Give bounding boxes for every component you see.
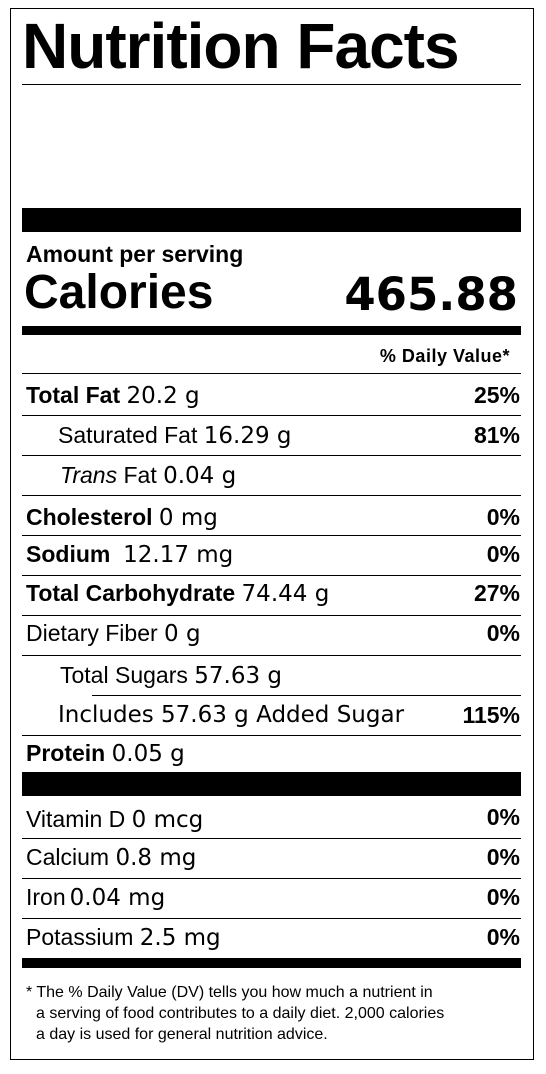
dietary-fiber-label: Dietary Fiber [26, 620, 158, 646]
total-fat-label: Total Fat [26, 382, 121, 408]
potassium-dv: 0% [486, 924, 520, 950]
row-divider [22, 615, 521, 616]
calcium-dv: 0% [486, 844, 520, 870]
footnote: * The % Daily Value (DV) tells you how m… [26, 982, 526, 1045]
added-sugar-amount: 57.63 g [161, 702, 249, 728]
cholesterol-amount: 0 mg [158, 505, 218, 531]
row-divider [22, 735, 521, 736]
row-divider [22, 455, 521, 456]
total-sugars-amount: 57.63 g [194, 663, 283, 689]
saturated-fat-row: Saturated Fat 16.29 g [58, 421, 292, 450]
saturated-fat-label: Saturated Fat [58, 422, 198, 448]
iron-label: Iron [26, 884, 66, 910]
row-divider [22, 535, 521, 536]
sodium-dv: 0% [486, 541, 520, 567]
row-divider [22, 495, 521, 496]
protein-amount: 0.05 g [111, 741, 185, 767]
calcium-amount: 0.8 mg [115, 845, 197, 871]
row-divider [22, 918, 521, 919]
total-fat-amount: 20.2 g [126, 383, 200, 409]
trans-fat-row: Trans Fat 0.04 g [60, 461, 236, 490]
protein-row: Protein 0.05 g [26, 739, 185, 768]
total-sugars-row: Total Sugars 57.63 g [60, 661, 282, 690]
footnote-line: a serving of food contributes to a daily… [36, 1005, 445, 1022]
potassium-amount: 2.5 mg [139, 925, 221, 951]
total-sugars-label: Total Sugars [60, 662, 188, 688]
calcium-row: Calcium 0.8 mg [26, 843, 196, 872]
footnote-line: * The % Daily Value (DV) tells you how m… [26, 984, 433, 1001]
total-carbohydrate-dv: 27% [473, 580, 520, 606]
label-title: Nutrition Facts [22, 10, 460, 82]
potassium-label: Potassium [26, 924, 134, 950]
dietary-fiber-dv: 0% [486, 620, 520, 646]
cholesterol-row: Cholesterol 0 mg [26, 503, 218, 532]
cholesterol-label: Cholesterol [26, 504, 153, 530]
dv-header-divider [22, 373, 521, 374]
title-underline [22, 84, 521, 85]
trans-fat-label: Fat [117, 462, 157, 488]
calories-divider [22, 326, 521, 335]
added-sugar-prefix: Includes [58, 702, 154, 728]
added-sugar-divider [92, 695, 521, 696]
calories-value: 465.88 [344, 268, 518, 321]
iron-dv: 0% [486, 884, 520, 910]
total-fat-row: Total Fat 20.2 g [26, 381, 200, 410]
daily-value-header: % Daily Value* [379, 346, 510, 366]
protein-label: Protein [26, 740, 106, 766]
calories-label: Calories [24, 266, 214, 319]
trans-fat-label-italic: Trans [60, 462, 118, 488]
added-sugar-dv: 115% [462, 702, 520, 728]
nutrition-label [10, 8, 534, 1060]
thick-divider-footnote [22, 958, 521, 968]
total-carbohydrate-amount: 74.44 g [241, 581, 330, 607]
cholesterol-dv: 0% [486, 504, 520, 530]
vitamin-d-label: Vitamin D [26, 806, 126, 832]
footnote-line: a day is used for general nutrition advi… [36, 1026, 328, 1043]
iron-amount: 0.04 mg [69, 885, 166, 911]
sodium-amount: 12.17 mg [123, 542, 234, 568]
iron-row: Iron 0.04 mg [26, 883, 165, 912]
saturated-fat-dv: 81% [473, 422, 520, 448]
row-divider [22, 575, 521, 576]
thick-divider-vitamins [22, 772, 521, 796]
calcium-label: Calcium [26, 844, 110, 870]
saturated-fat-amount: 16.29 g [203, 423, 292, 449]
sodium-label: Sodium [26, 541, 111, 567]
trans-fat-amount: 0.04 g [163, 463, 237, 489]
row-divider [22, 878, 521, 879]
vitamin-d-row: Vitamin D 0 mcg [26, 805, 203, 834]
potassium-row: Potassium 2.5 mg [26, 923, 221, 952]
row-divider [22, 655, 521, 656]
total-fat-dv: 25% [473, 382, 520, 408]
thick-divider-top [22, 208, 521, 232]
vitamin-d-amount: 0 mcg [131, 807, 204, 833]
total-carbohydrate-label: Total Carbohydrate [26, 580, 236, 606]
added-sugar-row: Includes 57.63 g Added Sugar [58, 701, 404, 729]
amount-per-serving: Amount per serving [26, 241, 244, 267]
row-divider [22, 838, 521, 839]
total-carbohydrate-row: Total Carbohydrate 74.44 g [26, 579, 329, 608]
row-divider [22, 415, 521, 416]
vitamin-d-dv: 0% [486, 804, 520, 830]
dietary-fiber-amount: 0 g [164, 621, 201, 647]
sodium-row: Sodium 12.17 mg [26, 540, 233, 569]
added-sugar-suffix: Added Sugar [256, 702, 405, 728]
dietary-fiber-row: Dietary Fiber 0 g [26, 619, 201, 648]
